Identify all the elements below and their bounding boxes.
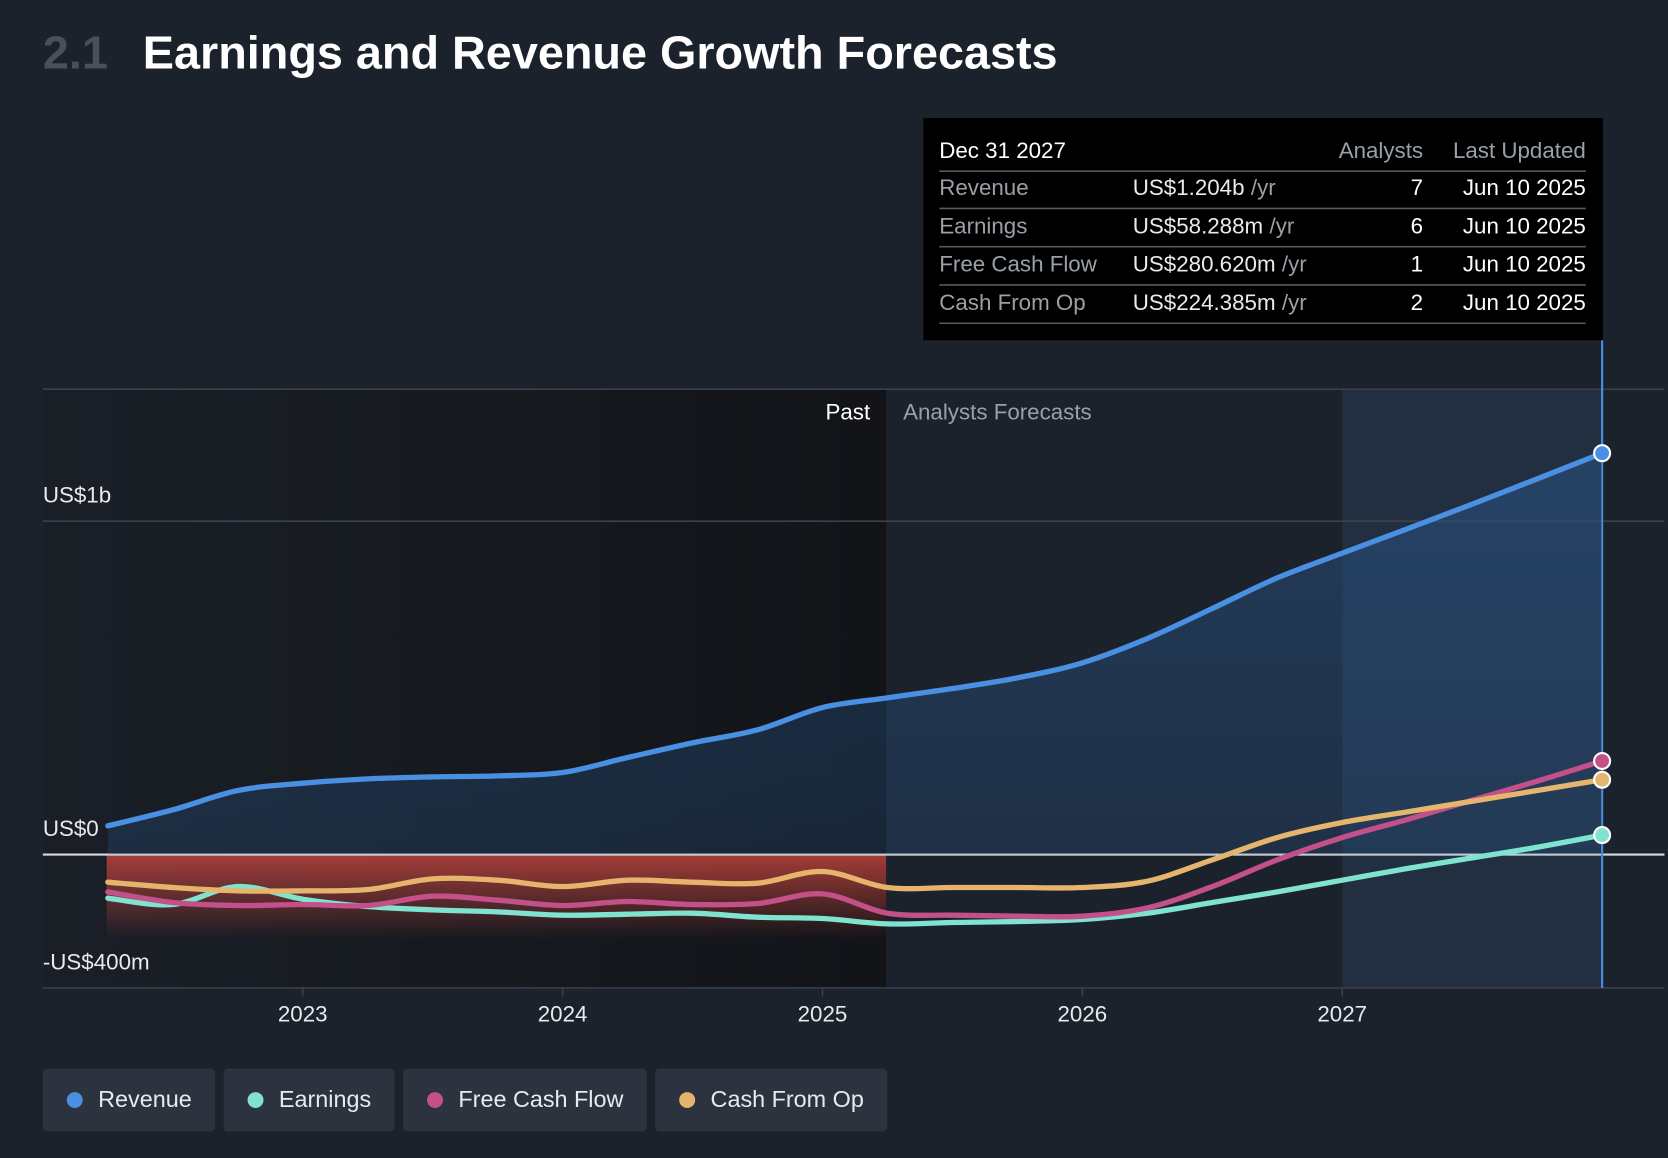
legend-button[interactable] — [655, 1068, 888, 1132]
negative-area — [106, 853, 887, 939]
legend-swatch — [427, 1092, 443, 1109]
forecast-label: Analysts Forecasts — [903, 400, 1092, 425]
series-line — [105, 758, 1605, 920]
legend-item[interactable]: Cash From Op — [655, 1068, 888, 1132]
tooltip-analysts: 7 — [1411, 175, 1423, 200]
legend-swatch — [679, 1092, 696, 1109]
end-point — [1593, 770, 1612, 789]
x-tick-label: 2026 — [1058, 1001, 1108, 1026]
x-tick-label: 2025 — [798, 1001, 848, 1026]
tooltip-label: Free Cash Flow — [939, 252, 1097, 277]
legend-swatch — [247, 1092, 264, 1109]
legend-button[interactable] — [223, 1068, 395, 1132]
tooltip-unit: /yr — [1270, 213, 1295, 238]
x-tick-label: 2024 — [538, 1001, 588, 1026]
chart-title: Earnings and Revenue Growth Forecasts — [143, 27, 1058, 79]
legend-swatch — [66, 1092, 83, 1109]
tooltip-box — [923, 118, 1603, 341]
end-point — [1593, 444, 1612, 463]
tooltip-updated: Jun 10 2025 — [1463, 175, 1586, 200]
tooltip-unit: /yr — [1251, 175, 1276, 200]
tooltip-label: Revenue — [939, 175, 1028, 200]
tooltip-value: US$58.288m — [1133, 213, 1263, 238]
y-tick-label: US$1b — [43, 483, 111, 508]
tooltip-updated: Jun 10 2025 — [1463, 213, 1586, 238]
legend-button[interactable] — [42, 1068, 216, 1132]
legend-item[interactable]: Earnings — [223, 1068, 395, 1132]
y-tick-label: US$0 — [43, 816, 99, 841]
legend-label[interactable]: Revenue — [98, 1086, 192, 1112]
past-label: Past — [825, 400, 870, 425]
tooltip-value: US$1.204b — [1133, 175, 1245, 200]
tooltip-column: Last Updated — [1453, 138, 1586, 163]
end-point — [1593, 826, 1612, 845]
end-point — [1593, 751, 1612, 771]
legend-label[interactable]: Free Cash Flow — [458, 1086, 623, 1112]
series-line — [105, 450, 1605, 829]
tooltip: Dec 31 2027 Analysts Last Updated Revenu… — [923, 118, 1603, 341]
tooltip-date: Dec 31 2027 — [939, 138, 1066, 163]
y-tick-label: -US$400m — [43, 949, 150, 974]
legend-button[interactable] — [403, 1068, 647, 1132]
tooltip-analysts: 1 — [1411, 252, 1423, 277]
tooltip-updated: Jun 10 2025 — [1463, 252, 1586, 277]
section-number: 2.1 — [43, 27, 108, 79]
tooltip-unit: /yr — [1282, 290, 1307, 315]
legend-item[interactable]: Revenue — [42, 1068, 216, 1132]
legend-label[interactable]: Cash From Op — [711, 1086, 864, 1112]
tooltip-label: Earnings — [939, 213, 1027, 238]
tooltip-unit: /yr — [1282, 252, 1307, 277]
tooltip-column: Analysts — [1339, 138, 1423, 163]
legend: Revenue Earnings Free Cash Flow Cash From O… — [42, 1068, 888, 1132]
legend-label[interactable]: Earnings — [279, 1086, 371, 1112]
area — [107, 453, 1603, 855]
x-tick-label: 2027 — [1317, 1001, 1367, 1026]
x-tick-label: 2023 — [278, 1001, 328, 1026]
tooltip-value: US$224.385m — [1133, 290, 1276, 315]
tooltip-value: US$280.620m — [1133, 252, 1276, 277]
plot: -US$400m US$0 US$1b 2023 2024 2025 2026 2027 — [42, 340, 1665, 1026]
legend-item[interactable]: Free Cash Flow — [403, 1068, 647, 1132]
series-line — [105, 777, 1605, 894]
tooltip-analysts: 6 — [1411, 213, 1423, 238]
tooltip-updated: Jun 10 2025 — [1463, 290, 1586, 315]
tooltip-label: Cash From Op — [939, 290, 1085, 315]
tooltip-analysts: 2 — [1411, 290, 1423, 315]
